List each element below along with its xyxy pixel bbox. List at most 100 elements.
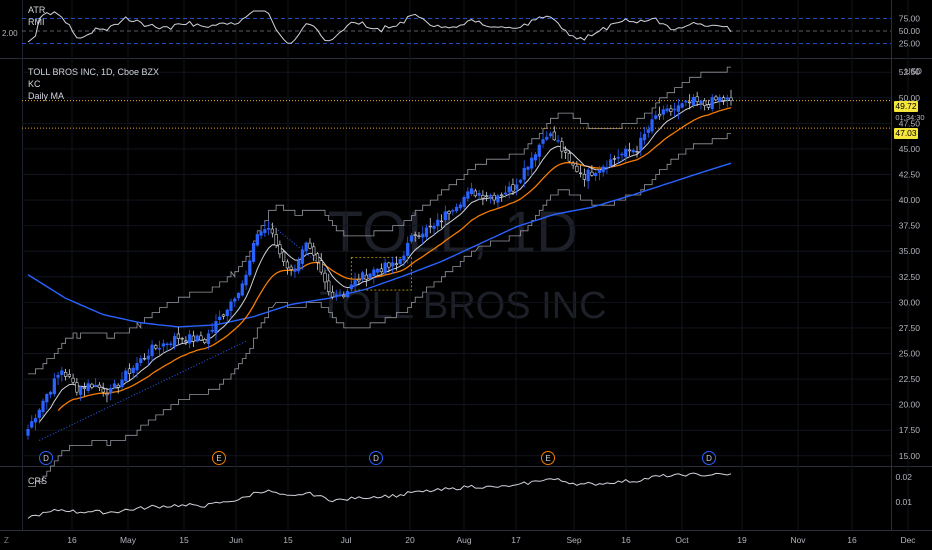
candle-body [229, 301, 233, 311]
candle-body [236, 292, 241, 299]
candle [394, 256, 399, 271]
candle-body [421, 233, 425, 238]
candle-body [334, 294, 338, 296]
last-price-tag: 49.72 [894, 101, 918, 112]
candle [699, 99, 703, 110]
time-tick-label: Aug [456, 535, 471, 545]
trend-line-upper [268, 222, 330, 273]
candle [266, 220, 271, 236]
candle [428, 218, 432, 234]
candle [552, 126, 556, 141]
candle [684, 99, 688, 107]
candle-body [206, 333, 211, 344]
event-marker-circle [212, 451, 226, 465]
event-marker[interactable]: E [212, 451, 226, 465]
candle-body [218, 316, 222, 320]
candle-body [447, 210, 451, 214]
event-marker[interactable]: D [702, 451, 716, 465]
candle-body [582, 173, 587, 180]
candle [409, 233, 414, 244]
candle [458, 202, 462, 211]
candle-body [552, 131, 556, 141]
candle-body [293, 268, 297, 272]
candle [300, 245, 305, 270]
level-price-tag: 47.03 [894, 128, 918, 139]
candle [142, 353, 147, 361]
candle-body [176, 333, 180, 339]
candle [729, 89, 733, 106]
candle [714, 94, 718, 102]
candle [135, 357, 139, 378]
candle [274, 227, 278, 249]
crs-label[interactable]: CRS [28, 476, 48, 486]
candle-body [240, 283, 244, 296]
indicator-daily-ma[interactable]: Daily MA [28, 91, 65, 101]
candle-body [560, 141, 564, 152]
candle [665, 104, 669, 114]
event-marker[interactable]: D [39, 451, 53, 465]
candle [71, 373, 75, 386]
event-marker[interactable]: D [369, 451, 383, 465]
candle [473, 188, 477, 198]
candle [541, 132, 545, 148]
candle-body [90, 383, 94, 388]
price-tick-label: 52.50 [899, 67, 921, 77]
event-marker[interactable]: E [541, 451, 555, 465]
candle-body [586, 169, 590, 182]
candle-body [180, 337, 184, 340]
candle-body [154, 345, 158, 349]
event-marker-label: E [545, 454, 550, 463]
candle-body [567, 152, 571, 162]
time-tick-label: May [120, 535, 137, 545]
candle-body [601, 166, 605, 173]
candle-body [462, 196, 466, 207]
candle-body [394, 263, 399, 266]
candle-body [109, 388, 113, 393]
candle [387, 261, 391, 273]
candle [285, 259, 290, 275]
candle-body [706, 104, 711, 108]
candle [41, 398, 45, 417]
candle [282, 250, 286, 267]
crs-pane [27, 472, 732, 519]
candle-body [165, 343, 169, 346]
candle-body [680, 103, 684, 108]
candle [233, 296, 237, 308]
candle-body [297, 260, 301, 272]
candle-body [631, 149, 635, 153]
candle [439, 214, 444, 228]
price-tick-label: 15.00 [899, 451, 921, 461]
candle-body [75, 382, 79, 393]
candle [560, 137, 564, 159]
candle-body [266, 227, 271, 230]
candle-body [383, 262, 387, 274]
candle-body [82, 387, 87, 389]
candle-body [466, 191, 470, 199]
candle [349, 279, 353, 292]
price-tick-label: 20.00 [899, 400, 921, 410]
candle-body [251, 242, 256, 262]
candle [191, 330, 196, 348]
candle [327, 273, 331, 296]
candle-body [195, 335, 199, 342]
candle-body [661, 109, 665, 115]
candle-body [454, 206, 459, 212]
candle-body [522, 167, 526, 180]
candle [485, 191, 489, 202]
candle [571, 160, 575, 169]
symbol-title[interactable]: TOLL BROS INC, 1D, Cboe BZX [28, 67, 160, 77]
candle [454, 203, 459, 213]
price-tick-label: 50.00 [899, 93, 921, 103]
indicator-kc[interactable]: KC [28, 79, 41, 89]
candle-body [451, 210, 455, 212]
candle [500, 192, 504, 202]
candle-body [579, 172, 583, 175]
candle-body [688, 101, 692, 104]
candle [157, 340, 162, 356]
candle-body [387, 262, 391, 268]
candle [567, 150, 571, 164]
candle [616, 149, 620, 165]
candle [511, 178, 515, 196]
